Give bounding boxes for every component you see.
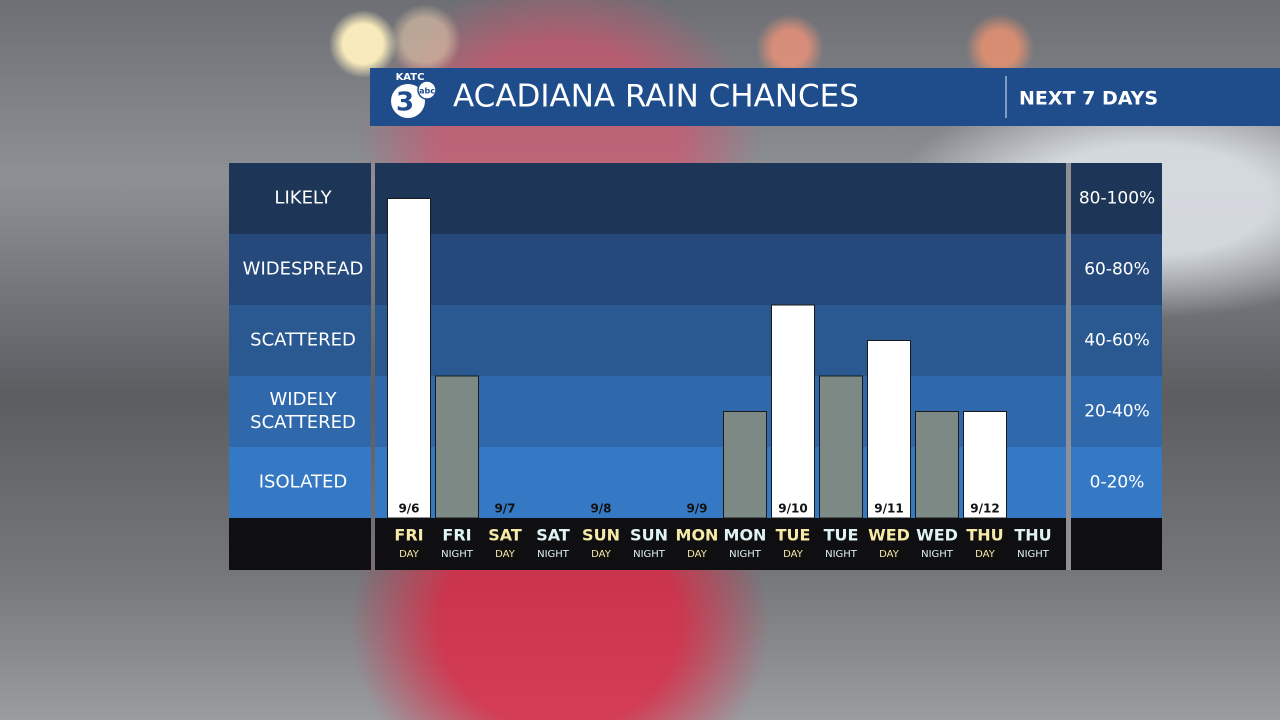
period-label: NIGHT bbox=[921, 549, 954, 560]
logo-network: abc bbox=[419, 87, 435, 96]
bar bbox=[915, 411, 959, 519]
band-right bbox=[1071, 234, 1162, 305]
x-tick-label: WED bbox=[916, 526, 958, 545]
band-range: 20-40% bbox=[1084, 402, 1150, 422]
x-tick-label: FRI bbox=[394, 526, 423, 545]
bar bbox=[723, 411, 767, 519]
date-label: 9/10 bbox=[778, 502, 807, 516]
band-left bbox=[229, 234, 371, 305]
bar bbox=[387, 198, 431, 519]
band-left bbox=[229, 447, 371, 518]
period-label: NIGHT bbox=[729, 549, 762, 560]
x-tick-label: THU bbox=[966, 526, 1003, 545]
bar bbox=[435, 375, 479, 519]
x-tick-label: MON bbox=[676, 526, 719, 545]
band-label: SCATTERED bbox=[250, 330, 356, 351]
band-left bbox=[229, 305, 371, 376]
logo-network-circle bbox=[417, 80, 437, 100]
chart-subtitle: NEXT 7 DAYS bbox=[1019, 88, 1158, 110]
footer-row bbox=[375, 518, 1162, 570]
band-right bbox=[1071, 376, 1162, 447]
panel-gap bbox=[1066, 518, 1071, 570]
footer-right bbox=[1071, 518, 1162, 570]
band-label: LIKELY bbox=[274, 188, 332, 209]
x-tick-label: SAT bbox=[536, 526, 570, 545]
band bbox=[375, 305, 1066, 376]
chart-title: ACADIANA RAIN CHANCES bbox=[453, 79, 859, 115]
period-label: DAY bbox=[879, 549, 900, 560]
date-label: 9/11 bbox=[874, 502, 903, 516]
x-tick-label: TUE bbox=[776, 526, 811, 545]
x-tick-label: FRI bbox=[442, 526, 471, 545]
date-label: 9/6 bbox=[398, 502, 419, 516]
footer-left bbox=[229, 518, 371, 570]
band-range: 80-100% bbox=[1079, 189, 1155, 209]
x-tick-label: TUE bbox=[824, 526, 859, 545]
period-label: DAY bbox=[975, 549, 996, 560]
bar bbox=[819, 375, 863, 519]
header-bar bbox=[370, 68, 1280, 126]
logo-station: KATC bbox=[396, 72, 425, 83]
period-label: NIGHT bbox=[1017, 549, 1050, 560]
band-range: 0-20% bbox=[1090, 473, 1145, 493]
bar bbox=[867, 340, 911, 519]
band-label: WIDELY SCATTERED bbox=[250, 389, 356, 433]
logo-circle bbox=[391, 84, 425, 118]
date-label: 9/12 bbox=[970, 502, 999, 516]
band-right bbox=[1071, 163, 1162, 234]
panel-gap bbox=[1066, 163, 1071, 570]
x-tick-label: WED bbox=[868, 526, 910, 545]
band bbox=[375, 163, 1066, 234]
logo-channel: 3 bbox=[396, 88, 414, 118]
period-label: NIGHT bbox=[825, 549, 858, 560]
x-tick-label: SAT bbox=[488, 526, 522, 545]
x-tick-label: SUN bbox=[582, 526, 620, 545]
date-label: 9/7 bbox=[494, 502, 515, 516]
band-left bbox=[229, 376, 371, 447]
band-range: 40-60% bbox=[1084, 331, 1150, 351]
band-right bbox=[1071, 305, 1162, 376]
period-label: DAY bbox=[687, 549, 708, 560]
bar bbox=[771, 304, 815, 519]
x-tick-label: THU bbox=[1014, 526, 1051, 545]
date-label: 9/8 bbox=[590, 502, 611, 516]
period-label: DAY bbox=[495, 549, 516, 560]
period-label: NIGHT bbox=[441, 549, 474, 560]
period-label: NIGHT bbox=[633, 549, 666, 560]
x-tick-label: SUN bbox=[630, 526, 668, 545]
period-label: DAY bbox=[783, 549, 804, 560]
band-right bbox=[1071, 447, 1162, 518]
band-left bbox=[229, 163, 371, 234]
band-label: ISOLATED bbox=[259, 472, 348, 493]
bar bbox=[963, 411, 1007, 519]
period-label: DAY bbox=[591, 549, 612, 560]
band-label: WIDESPREAD bbox=[243, 259, 364, 280]
period-label: NIGHT bbox=[537, 549, 570, 560]
date-label: 9/9 bbox=[686, 502, 707, 516]
band bbox=[375, 234, 1066, 305]
band-range: 60-80% bbox=[1084, 260, 1150, 280]
period-label: DAY bbox=[399, 549, 420, 560]
x-tick-label: MON bbox=[724, 526, 767, 545]
